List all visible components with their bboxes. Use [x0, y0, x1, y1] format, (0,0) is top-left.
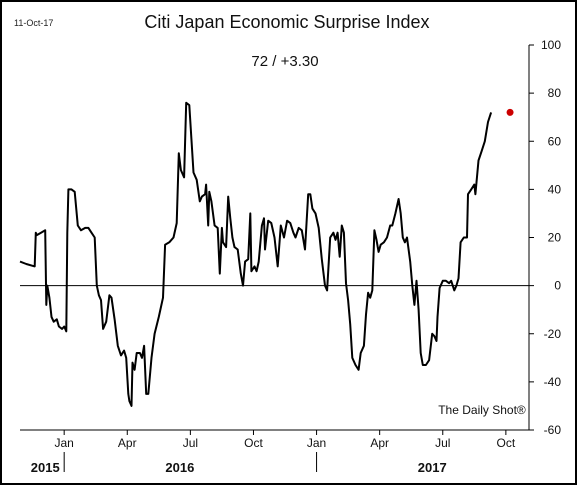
x-tick-label: Oct [497, 436, 516, 450]
date-stamp: 11-Oct-17 [14, 18, 53, 28]
year-label: 2015 [31, 460, 60, 475]
y-tick-label: 100 [541, 38, 561, 52]
y-tick-label: 40 [548, 182, 562, 196]
y-tick-label: -60 [544, 423, 562, 437]
y-tick-label: 20 [548, 231, 562, 245]
y-tick-label: -40 [544, 375, 562, 389]
x-tick-label: Jul [183, 436, 198, 450]
x-tick-label: Jan [307, 436, 326, 450]
x-tick-label: Apr [370, 436, 389, 450]
x-tick-label: Jan [54, 436, 73, 450]
x-tick-label: Apr [118, 436, 137, 450]
series-line [19, 101, 493, 407]
x-tick-label: Oct [244, 436, 263, 450]
year-label: 2017 [418, 460, 447, 475]
series-layer [19, 101, 514, 407]
chart-subtitle: 72 / +3.30 [251, 53, 318, 70]
year-label: 2016 [165, 460, 194, 475]
y-tick-label: 80 [548, 86, 562, 100]
y-tick-label: -20 [544, 327, 562, 341]
axes-layer: 100 80 60 40 20 0 -20 -40 -60 Jan Apr Jul Oct Jan Apr J… [20, 38, 561, 475]
last-value-marker [506, 108, 514, 116]
x-tick-label: Jul [435, 436, 450, 450]
credit-label: The Daily Shot® [438, 403, 526, 417]
y-tick-label: 0 [554, 279, 561, 293]
y-tick-label: 60 [548, 134, 562, 148]
chart-title: Citi Japan Economic Surprise Index [144, 12, 429, 32]
